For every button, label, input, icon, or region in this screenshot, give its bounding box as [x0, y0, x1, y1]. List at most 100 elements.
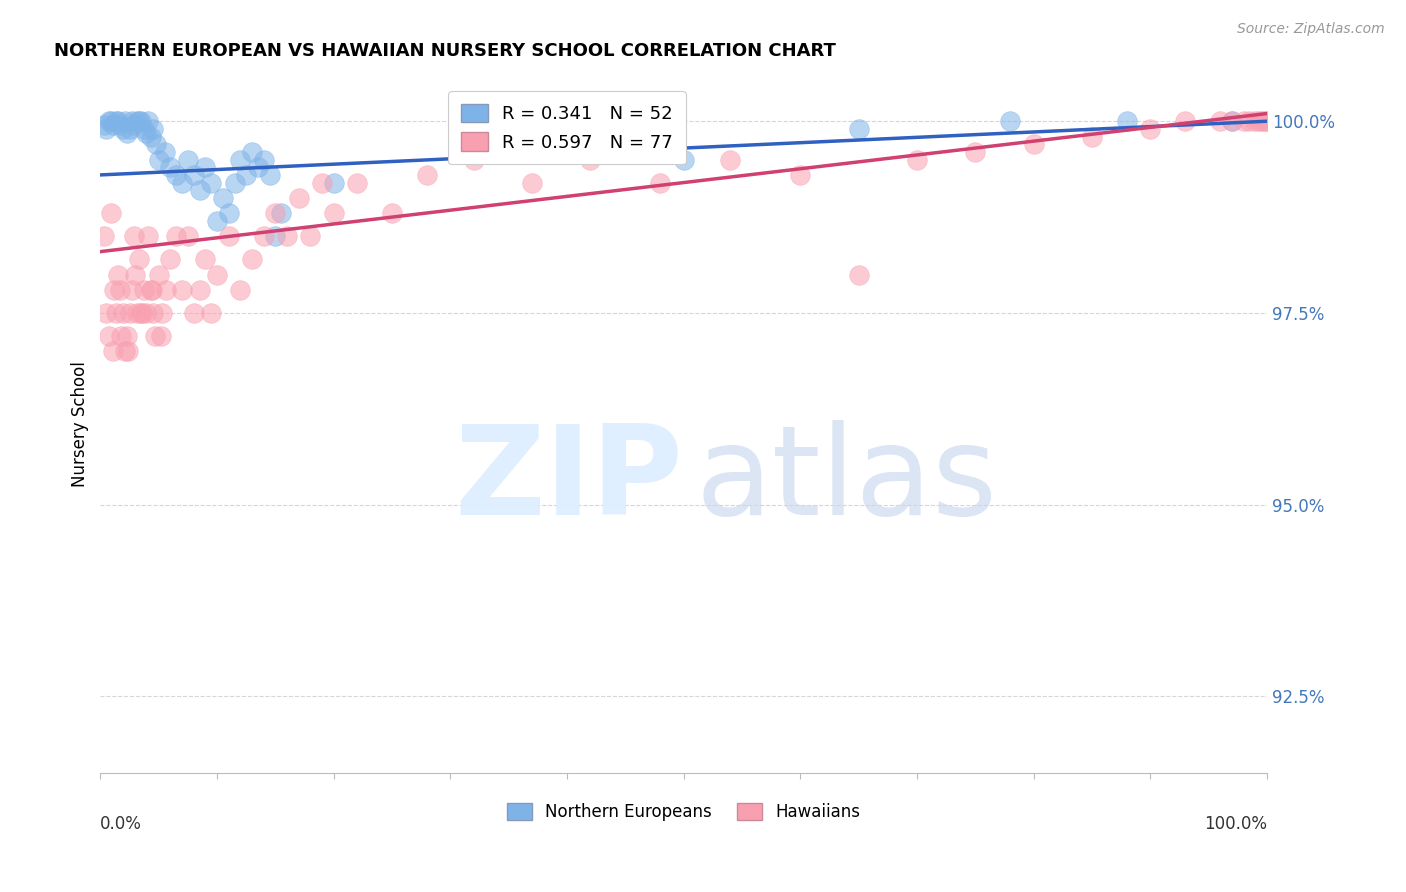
Point	[93, 229, 115, 244]
Point	[150, 306, 173, 320]
Point	[159, 160, 181, 174]
Point	[148, 268, 170, 282]
Point	[905, 153, 928, 167]
Point	[177, 153, 200, 167]
Point	[240, 252, 263, 267]
Point	[1244, 114, 1267, 128]
Point	[125, 306, 148, 320]
Point	[135, 306, 157, 320]
Point	[264, 229, 287, 244]
Point	[579, 153, 602, 167]
Point	[103, 283, 125, 297]
Point	[1139, 122, 1161, 136]
Point	[150, 329, 173, 343]
Text: NORTHERN EUROPEAN VS HAWAIIAN NURSERY SCHOOL CORRELATION CHART: NORTHERN EUROPEAN VS HAWAIIAN NURSERY SC…	[53, 42, 835, 60]
Point	[115, 329, 138, 343]
Point	[125, 114, 148, 128]
Point	[1220, 114, 1243, 128]
Point	[145, 137, 167, 152]
Point	[235, 168, 257, 182]
Point	[194, 160, 217, 174]
Point	[789, 168, 811, 182]
Point	[153, 145, 176, 159]
Point	[136, 229, 159, 244]
Point	[264, 206, 287, 220]
Point	[165, 168, 187, 182]
Point	[322, 176, 344, 190]
Point	[107, 268, 129, 282]
Text: atlas: atlas	[696, 419, 997, 541]
Point	[141, 283, 163, 297]
Point	[118, 122, 141, 136]
Point	[108, 283, 131, 297]
Text: 0.0%: 0.0%	[100, 815, 142, 833]
Point	[463, 153, 485, 167]
Point	[170, 176, 193, 190]
Point	[1239, 114, 1261, 128]
Point	[200, 306, 222, 320]
Point	[132, 122, 155, 136]
Point	[381, 206, 404, 220]
Text: ZIP: ZIP	[456, 419, 683, 541]
Point	[848, 122, 870, 136]
Point	[218, 229, 240, 244]
Point	[188, 283, 211, 297]
Point	[148, 153, 170, 167]
Point	[276, 229, 298, 244]
Point	[520, 176, 543, 190]
Point	[114, 344, 136, 359]
Point	[117, 344, 139, 359]
Y-axis label: Nursery School: Nursery School	[72, 361, 89, 487]
Point	[131, 306, 153, 320]
Point	[253, 229, 276, 244]
Point	[253, 153, 276, 167]
Point	[132, 283, 155, 297]
Point	[311, 176, 333, 190]
Point	[200, 176, 222, 190]
Point	[100, 206, 122, 220]
Point	[1220, 114, 1243, 128]
Point	[118, 306, 141, 320]
Point	[159, 252, 181, 267]
Point	[218, 206, 240, 220]
Point	[229, 153, 252, 167]
Text: 100.0%: 100.0%	[1204, 815, 1267, 833]
Point	[848, 268, 870, 282]
Point	[1022, 137, 1045, 152]
Point	[115, 126, 138, 140]
Point	[322, 206, 344, 220]
Point	[299, 229, 322, 244]
Point	[1253, 114, 1275, 128]
Point	[183, 168, 205, 182]
Point	[1081, 129, 1104, 144]
Point	[229, 283, 252, 297]
Point	[103, 344, 125, 359]
Point	[129, 114, 152, 128]
Point	[122, 118, 145, 132]
Point	[111, 122, 134, 136]
Point	[170, 283, 193, 297]
Point	[194, 252, 217, 267]
Point	[139, 129, 162, 144]
Point	[142, 122, 165, 136]
Point	[211, 191, 233, 205]
Point	[672, 153, 695, 167]
Point	[188, 183, 211, 197]
Point	[139, 283, 162, 297]
Point	[177, 229, 200, 244]
Point	[96, 306, 118, 320]
Point	[240, 145, 263, 159]
Point	[143, 329, 166, 343]
Point	[270, 206, 292, 220]
Point	[121, 283, 143, 297]
Point	[1209, 114, 1232, 128]
Point	[718, 153, 741, 167]
Point	[416, 168, 439, 182]
Point	[259, 168, 281, 182]
Point	[135, 126, 157, 140]
Point	[110, 329, 132, 343]
Point	[1232, 114, 1254, 128]
Point	[124, 268, 146, 282]
Point	[100, 114, 122, 128]
Point	[1116, 114, 1139, 128]
